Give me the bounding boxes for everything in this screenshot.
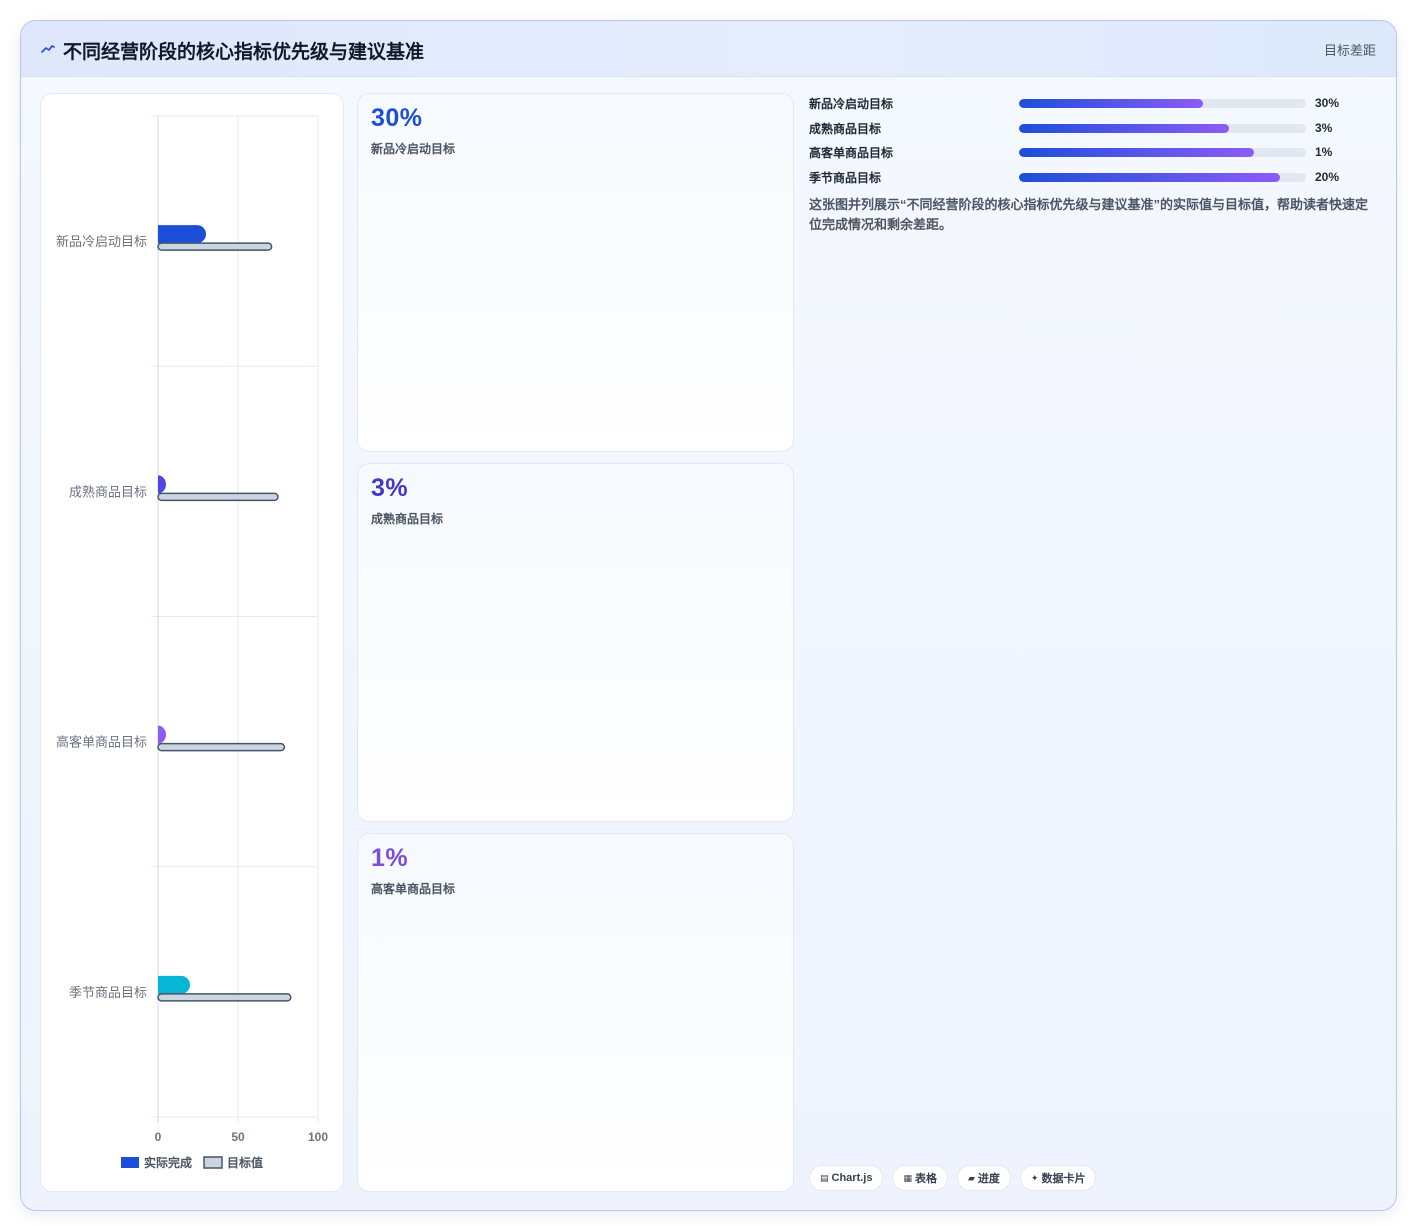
x-tick-label: 50	[231, 1130, 245, 1144]
tag-label: Chart.js	[831, 1172, 873, 1184]
progress-icon: ▰	[968, 1172, 975, 1183]
progress-row: 成熟商品目标 3%	[809, 118, 1379, 143]
progress-row: 新品冷启动目标 30%	[809, 93, 1379, 118]
x-tick-label: 100	[308, 1130, 328, 1144]
legend-swatch-target	[203, 1156, 223, 1169]
progress-percent: 30%	[1315, 96, 1340, 110]
progress-list: 新品冷启动目标 30% 成熟商品目标 3% 高客单商品目标 1% 季节商品目标 …	[809, 93, 1379, 192]
kpi-card: 30% 新品冷启动目标	[357, 93, 794, 452]
y-tick-label: 季节商品目标	[69, 985, 147, 1000]
chart-description: 这张图并列展示“不同经营阶段的核心指标优先级与建议基准”的实际值与目标值，帮助读…	[809, 197, 1369, 232]
progress-row: 季节商品目标 20%	[809, 167, 1379, 192]
tag-progress[interactable]: ▰ 进度	[957, 1165, 1011, 1191]
target-bar	[157, 742, 286, 752]
page-title: 不同经营阶段的核心指标优先级与建议基准	[63, 42, 425, 63]
actual-bar	[158, 475, 166, 494]
kpi-label: 成熟商品目标	[371, 512, 444, 526]
kpi-card: 1% 高客单商品目标	[357, 833, 794, 1192]
kpi-value: 30%	[371, 104, 423, 132]
tag-label: 进度	[977, 1173, 1000, 1185]
kpi-value: 3%	[371, 474, 409, 502]
dashboard-panel: 不同经营阶段的核心指标优先级与建议基准 目标差距 0 50 100 新品冷启动目标 成熟…	[20, 20, 1397, 1211]
legend-swatch-actual	[121, 1157, 139, 1168]
x-tick-label: 0	[155, 1130, 162, 1144]
progress-track	[1019, 173, 1306, 183]
progress-label: 成熟商品目标	[809, 121, 882, 136]
actual-bar	[158, 225, 206, 244]
tag-label: 数据卡片	[1041, 1173, 1086, 1185]
progress-track	[1019, 148, 1306, 158]
tag-table[interactable]: ▦ 表格	[892, 1165, 948, 1191]
progress-fill	[1019, 99, 1203, 108]
gap-label: 目标差距	[1323, 43, 1376, 58]
legend-label-target: 目标值	[227, 1155, 263, 1170]
panel-header: 不同经营阶段的核心指标优先级与建议基准 目标差距	[21, 21, 1396, 77]
progress-fill	[1019, 148, 1255, 158]
y-tick-label: 高客单商品目标	[56, 735, 147, 750]
progress-percent: 1%	[1315, 145, 1333, 160]
kpi-value: 1%	[371, 844, 409, 872]
legend-label-actual: 实际完成	[144, 1155, 192, 1170]
progress-track	[1019, 123, 1306, 133]
progress-row: 高客单商品目标 1%	[809, 142, 1379, 167]
y-tick-label: 成熟商品目标	[69, 484, 147, 499]
progress-label: 高客单商品目标	[809, 146, 894, 161]
progress-percent: 20%	[1315, 170, 1340, 185]
progress-percent: 3%	[1315, 120, 1333, 135]
progress-label: 季节商品目标	[809, 171, 882, 186]
progress-track	[1019, 99, 1306, 108]
chart-icon: ▤	[820, 1172, 829, 1183]
bar-chart-card: 0 50 100 新品冷启动目标成熟商品目标高客单商品目标季节商品目标实际完成 目标值	[40, 93, 344, 1192]
progress-label: 新品冷启动目标	[809, 97, 894, 111]
tag-data-cards[interactable]: ✦ 数据卡片	[1019, 1165, 1097, 1191]
table-icon: ▦	[903, 1172, 912, 1183]
target-bar	[157, 993, 292, 1002]
target-bar	[157, 242, 273, 251]
sparkle-icon: ✦	[1030, 1172, 1039, 1183]
kpi-card: 3% 成熟商品目标	[357, 463, 794, 822]
trend-line-icon	[41, 45, 55, 53]
progress-fill	[1019, 173, 1281, 183]
actual-bar	[158, 725, 166, 744]
tag-chartjs[interactable]: ▤ Chart.js	[809, 1165, 884, 1191]
target-bar	[157, 492, 279, 502]
tag-label: 表格	[915, 1173, 937, 1185]
actual-bar	[158, 975, 190, 994]
tag-list: ▤ Chart.js ▦ 表格 ▰ 进度 ✦ 数据卡片	[809, 1165, 1097, 1191]
progress-fill	[1019, 123, 1229, 133]
kpi-label: 新品冷启动目标	[371, 142, 456, 156]
y-tick-label: 新品冷启动目标	[56, 234, 147, 249]
kpi-label: 高客单商品目标	[371, 882, 456, 896]
